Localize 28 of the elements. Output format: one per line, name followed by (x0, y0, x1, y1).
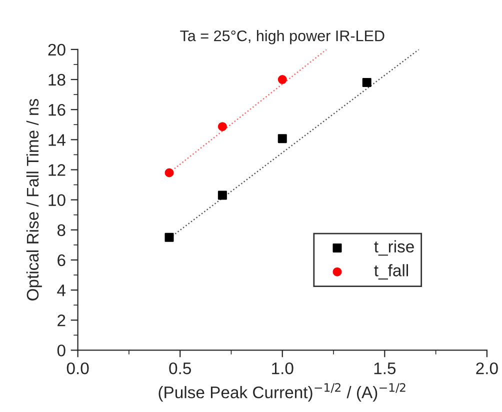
y-tick-label: 2 (58, 314, 66, 326)
y-tick-label: 14 (48, 134, 66, 146)
y-tick-label: 20 (48, 44, 66, 56)
y-tick-label: 6 (58, 254, 66, 266)
point (278, 75, 287, 84)
y-tick-label: 8 (57, 224, 66, 236)
x-tick-label: 1.0 (272, 362, 294, 374)
point (164, 232, 174, 242)
point (278, 134, 287, 144)
x-tick-label: 1.5 (374, 362, 396, 374)
x-axis-title: (Pulse Peak Current)$^{−1/2}$ / (A)$^{−1/2}$ (158, 383, 406, 402)
x-tick-label: 0.0 (66, 362, 89, 374)
chart-title: Ta = 25°C, high power IR-LED (180, 30, 384, 44)
x-tick-label: 2.0 (476, 362, 498, 374)
legend-label: t_rise (374, 240, 414, 256)
point (218, 190, 227, 200)
point (218, 122, 227, 132)
x-tick-label: 0.5 (169, 362, 191, 374)
point (362, 78, 372, 88)
y-tick-label: 10 (48, 194, 66, 206)
y-tick-label: 4 (57, 284, 66, 296)
y-tick-label: 16 (48, 104, 66, 116)
legend-label: t_fall (374, 264, 408, 280)
y-axis-title: Optical Rise / Fall Time / ns (26, 99, 42, 300)
y-tick-label: 0 (57, 344, 66, 356)
y-tick-label: 12 (48, 164, 66, 176)
y-tick-label: 18 (48, 74, 66, 86)
point (164, 168, 174, 178)
